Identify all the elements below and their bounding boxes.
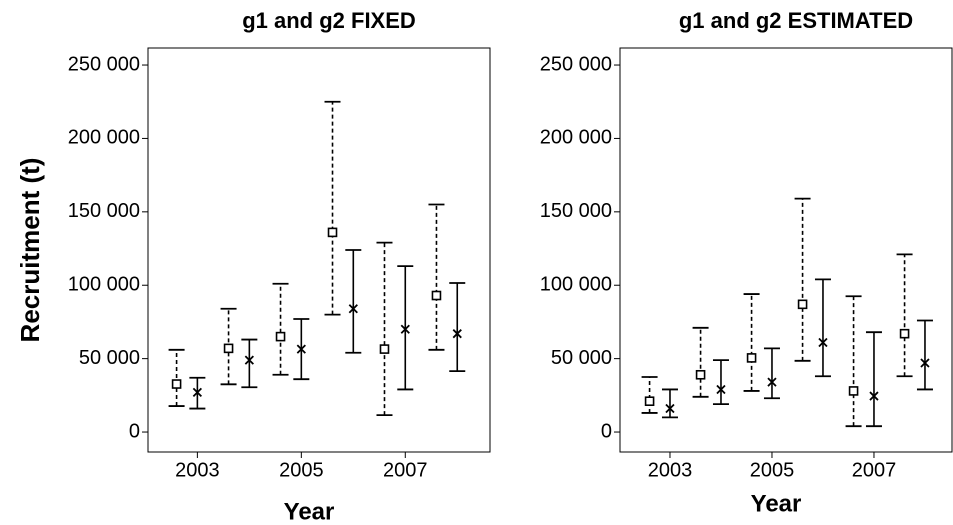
point bbox=[275, 331, 286, 342]
point bbox=[746, 353, 757, 363]
y-tick-label: 200 000 bbox=[540, 127, 612, 149]
y-tick-label: 0 bbox=[601, 420, 612, 442]
x-axis-label: Year bbox=[751, 490, 802, 517]
point bbox=[244, 355, 254, 365]
x-axis-label: Year bbox=[284, 498, 335, 525]
point bbox=[920, 358, 930, 368]
point bbox=[797, 299, 808, 310]
x-tick-label: 2003 bbox=[648, 459, 693, 481]
point bbox=[767, 377, 777, 387]
y-tick-label: 50 000 bbox=[551, 347, 612, 369]
point bbox=[899, 328, 910, 339]
point bbox=[665, 403, 675, 414]
plot-frame bbox=[619, 47, 953, 453]
y-tick-label: 0 bbox=[129, 420, 140, 442]
chart-title: g1 and g2 FIXED bbox=[242, 8, 416, 33]
y-tick-label: 50 000 bbox=[79, 347, 140, 369]
x-tick-label: 2007 bbox=[383, 459, 428, 481]
y-tick-label: 100 000 bbox=[68, 274, 140, 296]
point bbox=[296, 344, 306, 354]
x-tick-label: 2005 bbox=[750, 459, 795, 481]
point bbox=[348, 304, 358, 314]
point bbox=[192, 387, 203, 398]
y-tick-label: 250 000 bbox=[68, 53, 140, 75]
x-tick-label: 2003 bbox=[175, 459, 220, 481]
point bbox=[379, 344, 390, 354]
point bbox=[223, 343, 234, 354]
point bbox=[171, 379, 182, 389]
x-tick-label: 2007 bbox=[852, 459, 897, 481]
point bbox=[452, 329, 462, 339]
point bbox=[716, 384, 726, 395]
plot-frame bbox=[147, 47, 491, 453]
point bbox=[400, 324, 410, 334]
point bbox=[327, 227, 338, 238]
point bbox=[818, 337, 828, 348]
point bbox=[431, 290, 442, 301]
point bbox=[848, 386, 859, 396]
x-tick-label: 2005 bbox=[279, 459, 324, 481]
point bbox=[695, 369, 706, 380]
y-tick-label: 200 000 bbox=[68, 127, 140, 149]
y-tick-label: 100 000 bbox=[540, 274, 612, 296]
y-axis-label: Recruitment (t) bbox=[15, 158, 45, 343]
point bbox=[869, 391, 879, 401]
chart-title: g1 and g2 ESTIMATED bbox=[679, 8, 913, 33]
y-tick-label: 250 000 bbox=[540, 53, 612, 75]
y-tick-label: 150 000 bbox=[540, 200, 612, 222]
y-tick-label: 150 000 bbox=[68, 200, 140, 222]
point bbox=[644, 396, 655, 407]
